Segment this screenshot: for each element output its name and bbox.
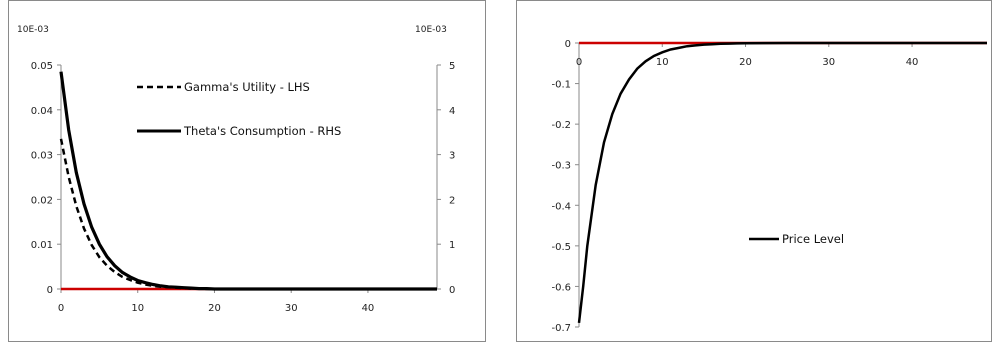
right-chart-svg: 0 -0.1 -0.2 -0.3 -0.4 -0.5 -0.6 -0.7 0 10 20 30 40 P… [551,39,987,334]
series-theta-consumption-line [59,71,437,291]
x-tick-label: 30 [285,303,298,314]
x-tick-label: 40 [906,57,919,68]
left-y-tick-label: 0.03 [31,151,53,162]
right-y-tick-label: 0 [449,285,455,296]
x-tick-label: 10 [656,57,669,68]
left-axis-unit-label: 10E-03 [17,25,49,35]
series-price-level-line [577,41,987,324]
left-y-tick-label: 0.04 [31,106,53,117]
right-chart-panel: 0 -0.1 -0.2 -0.3 -0.4 -0.5 -0.6 -0.7 0 10 20 30 40 P… [516,0,992,342]
y-tick-label: -0.5 [551,242,571,253]
right-axis-unit-label: 10E-03 [415,25,447,35]
left-y-tick-label: 0.05 [31,61,53,72]
x-tick-label: 20 [208,303,221,314]
left-chart-legend: Gamma's Utility - LHS Theta's Consumptio… [137,80,341,138]
y-tick-label: -0.2 [551,120,571,131]
y-tick-label: -0.1 [551,80,571,91]
y-tick-label: -0.4 [551,201,571,212]
x-tick-label: 10 [131,303,144,314]
left-chart-series [59,71,437,291]
y-tick-label: -0.6 [551,282,571,293]
y-tick-label: 0 [565,39,571,50]
x-tick-label: 0 [58,303,64,314]
left-y-tick-label: 0 [47,285,53,296]
right-y-tick-label: 3 [449,151,455,162]
x-tick-label: 40 [362,303,375,314]
y-tick-label: -0.7 [551,323,571,334]
right-chart-axes: 0 -0.1 -0.2 -0.3 -0.4 -0.5 -0.6 -0.7 0 10 20 30 40 [551,39,987,334]
right-y-tick-label: 1 [449,240,455,251]
left-y-tick-label: 0.01 [31,240,53,251]
legend-label-price-level: Price Level [782,232,844,246]
right-y-tick-label: 4 [449,106,455,117]
right-y-tick-label: 2 [449,195,455,206]
x-tick-label: 30 [822,57,835,68]
legend-label-gamma: Gamma's Utility - LHS [184,80,310,94]
y-tick-label: -0.3 [551,161,571,172]
right-chart-series [577,41,987,324]
left-y-tick-label: 0.02 [31,195,53,206]
x-tick-label: 20 [739,57,752,68]
right-y-tick-label: 5 [449,61,455,72]
x-tick-label: 0 [576,57,582,68]
right-chart-legend: Price Level [749,232,844,246]
left-chart-panel: 0.05 0.04 0.03 0.02 0.01 0 5 4 3 2 1 0 0 10 20 30 40 Gam… [8,0,486,342]
legend-label-theta: Theta's Consumption - RHS [183,124,341,138]
